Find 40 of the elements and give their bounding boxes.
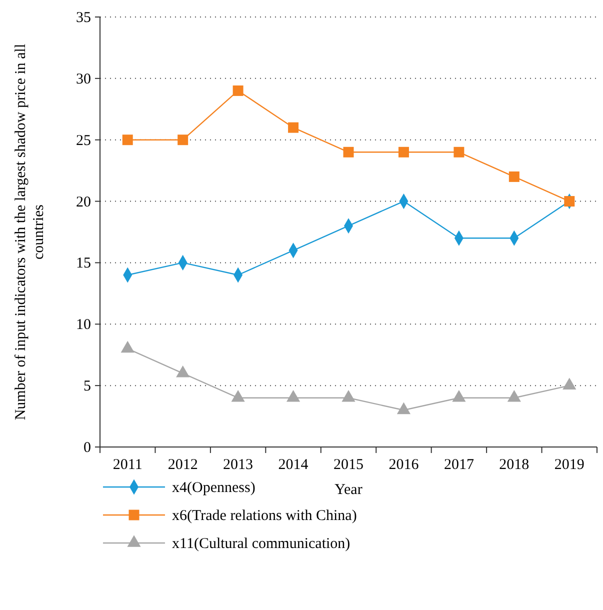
x-tick-label: 2015 <box>334 457 364 473</box>
point <box>288 122 299 133</box>
point <box>342 390 356 402</box>
legend-label: x6(Trade relations with China) <box>172 508 357 524</box>
y-tick-label: 10 <box>76 317 91 334</box>
x-tick-label: 2016 <box>388 457 420 473</box>
y-tick-label: 25 <box>76 132 91 149</box>
x-tick-label: 2018 <box>499 457 530 473</box>
x-tick-label: 2011 <box>112 457 142 473</box>
point <box>176 365 190 378</box>
x-axis-title: Year <box>334 482 362 498</box>
y-tick-label: 15 <box>76 256 91 272</box>
legend-label: x4(Openness) <box>172 480 256 496</box>
point <box>122 134 133 146</box>
point <box>396 402 411 414</box>
y-tick-label: 5 <box>84 378 91 395</box>
y-axis-title: Number of input indicators with the largest shadow price in all countries <box>12 42 48 422</box>
y-tick-label: 0 <box>84 440 91 456</box>
x-tick-label: 2013 <box>223 457 254 473</box>
point <box>178 134 188 146</box>
point <box>454 146 464 158</box>
x-tick-label: 2017 <box>444 457 474 473</box>
point <box>343 146 354 158</box>
y-tick-label: 20 <box>76 194 91 210</box>
x-tick-label: 2012 <box>168 457 198 473</box>
point <box>508 171 520 182</box>
y-tick-label: 30 <box>76 71 91 88</box>
x-tick-label: 2014 <box>278 457 309 473</box>
point <box>452 390 466 402</box>
point <box>507 390 521 402</box>
legend-label: x11(Cultural communication) <box>172 536 350 552</box>
point <box>231 390 245 402</box>
point <box>120 340 134 353</box>
point <box>564 196 575 207</box>
y-tick-label: 35 <box>76 10 91 26</box>
point <box>398 146 409 158</box>
point <box>286 390 300 402</box>
point <box>232 85 244 96</box>
point <box>562 378 576 390</box>
x-tick-label: 2019 <box>554 457 584 473</box>
